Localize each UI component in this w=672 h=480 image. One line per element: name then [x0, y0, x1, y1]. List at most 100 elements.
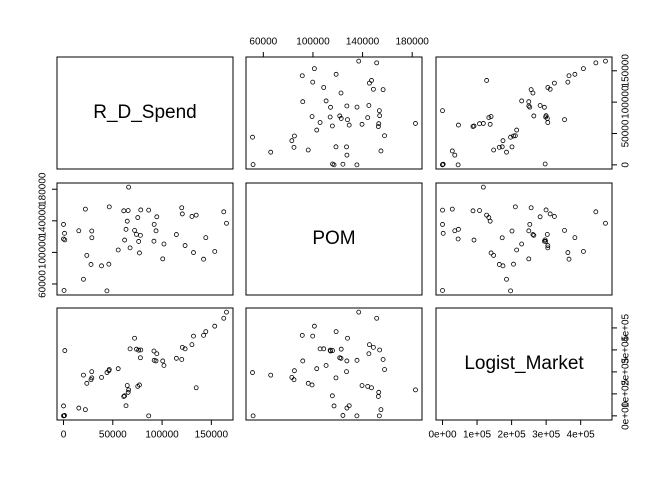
- point: [376, 389, 382, 395]
- point: [323, 363, 329, 368]
- point: [338, 116, 344, 121]
- point: [121, 208, 127, 214]
- x-tick-label: 0e+00: [428, 430, 457, 441]
- panel: [56, 307, 234, 421]
- point: [323, 98, 329, 104]
- point: [562, 227, 567, 233]
- point: [455, 162, 461, 168]
- point: [581, 66, 586, 72]
- point: [327, 347, 333, 353]
- point: [268, 149, 274, 155]
- point: [562, 117, 567, 123]
- point: [530, 232, 536, 237]
- point: [519, 241, 525, 247]
- point: [375, 394, 381, 399]
- point: [333, 144, 339, 150]
- point: [329, 393, 335, 399]
- point: [345, 335, 350, 341]
- point: [126, 387, 132, 393]
- point: [346, 122, 352, 128]
- point: [380, 87, 386, 93]
- point: [76, 228, 82, 234]
- point: [138, 355, 143, 361]
- point: [333, 71, 339, 77]
- y-tick-label: 150000: [621, 54, 632, 88]
- point: [542, 161, 548, 167]
- point: [309, 382, 315, 388]
- y-tick-label: 0e+00: [621, 401, 632, 430]
- variable-name: POM: [312, 228, 355, 249]
- point: [136, 239, 142, 244]
- point: [305, 380, 311, 386]
- point: [146, 413, 152, 419]
- point: [547, 211, 553, 217]
- point: [88, 262, 94, 267]
- point: [541, 104, 547, 110]
- point: [310, 79, 316, 85]
- point: [344, 369, 349, 375]
- y-tick-label: 180000: [38, 172, 49, 206]
- point: [62, 230, 67, 236]
- point: [487, 121, 493, 127]
- y-tick-label: 100000: [621, 85, 632, 119]
- point: [89, 228, 95, 234]
- y-tick-label: 50000: [621, 119, 632, 147]
- point: [291, 144, 297, 150]
- point: [378, 407, 384, 413]
- point: [138, 207, 144, 213]
- point: [340, 161, 346, 167]
- point: [106, 204, 112, 210]
- panel: [56, 182, 234, 296]
- point: [377, 113, 383, 119]
- point: [173, 355, 179, 361]
- point: [452, 228, 458, 234]
- point: [134, 232, 139, 237]
- point: [81, 372, 86, 378]
- point: [179, 344, 185, 350]
- point: [470, 124, 476, 129]
- point: [488, 114, 494, 119]
- point: [603, 220, 608, 226]
- point: [189, 342, 195, 348]
- point: [565, 250, 571, 255]
- point: [300, 358, 306, 364]
- point: [509, 228, 515, 234]
- point: [545, 85, 551, 90]
- point: [566, 256, 572, 262]
- point: [122, 237, 128, 243]
- point: [356, 58, 362, 64]
- point: [62, 237, 68, 243]
- y-tick-label: 0: [621, 162, 632, 168]
- x-tick-label: 0: [61, 430, 67, 441]
- point: [84, 253, 90, 258]
- point: [344, 152, 350, 158]
- point: [250, 162, 256, 167]
- point: [359, 383, 365, 388]
- point: [449, 206, 455, 212]
- point: [359, 121, 365, 127]
- point: [354, 357, 360, 363]
- point: [310, 333, 316, 339]
- point: [593, 60, 599, 66]
- point: [377, 347, 383, 353]
- y-tick-label: 60000: [38, 270, 49, 298]
- point: [354, 162, 360, 168]
- point: [480, 184, 486, 190]
- point: [125, 208, 131, 213]
- point: [365, 115, 371, 121]
- point: [499, 144, 505, 150]
- point: [471, 237, 477, 243]
- point: [317, 120, 323, 125]
- y-tick-label: 1e+05: [621, 379, 632, 408]
- point: [500, 138, 506, 144]
- point: [455, 236, 461, 242]
- point: [449, 148, 455, 154]
- point: [134, 346, 139, 352]
- x-tick-label: 140000: [346, 37, 380, 48]
- point: [179, 205, 185, 211]
- point: [354, 104, 360, 110]
- point: [179, 357, 185, 362]
- point: [201, 332, 206, 338]
- point: [250, 413, 256, 419]
